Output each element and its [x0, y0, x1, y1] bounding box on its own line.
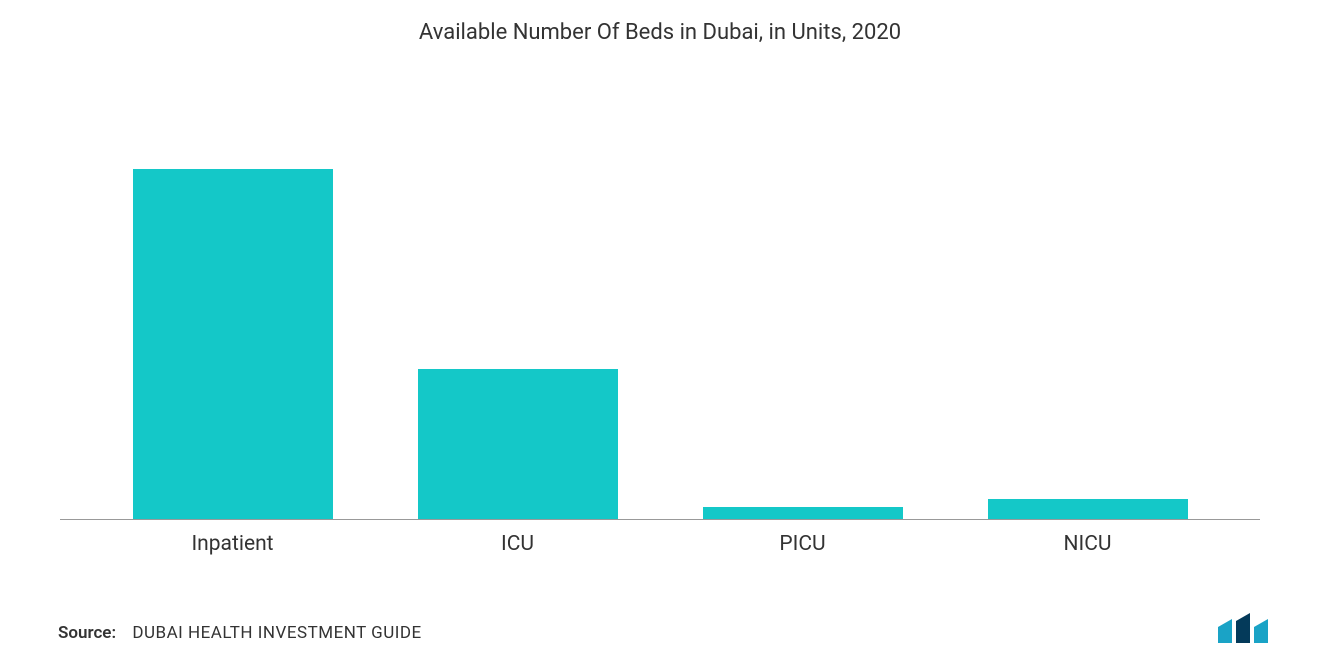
label-wrapper: Inpatient [90, 532, 375, 556]
category-label: Inpatient [191, 532, 273, 556]
bar-wrapper [375, 100, 660, 519]
bars-container [60, 100, 1260, 519]
chart-title: Available Number Of Beds in Dubai, in Un… [50, 20, 1270, 45]
bar-wrapper [660, 100, 945, 519]
brand-logo-icon [1216, 613, 1270, 647]
bar-wrapper [90, 100, 375, 519]
bar-wrapper [945, 100, 1230, 519]
category-label: NICU [1064, 532, 1112, 556]
category-label: PICU [779, 532, 825, 556]
bar-inpatient [133, 169, 333, 519]
label-wrapper: ICU [375, 532, 660, 556]
bar-picu [703, 507, 903, 519]
category-label: ICU [501, 532, 534, 556]
chart-plot-area [60, 100, 1260, 520]
label-wrapper: NICU [945, 532, 1230, 556]
bar-nicu [988, 499, 1188, 519]
bar-icu [418, 369, 618, 519]
source-value: DUBAI HEALTH INVESTMENT GUIDE [132, 623, 421, 643]
source-attribution: Source: DUBAI HEALTH INVESTMENT GUIDE [58, 623, 422, 643]
category-labels-row: Inpatient ICU PICU NICU [60, 532, 1260, 556]
source-label: Source: [58, 623, 116, 643]
label-wrapper: PICU [660, 532, 945, 556]
